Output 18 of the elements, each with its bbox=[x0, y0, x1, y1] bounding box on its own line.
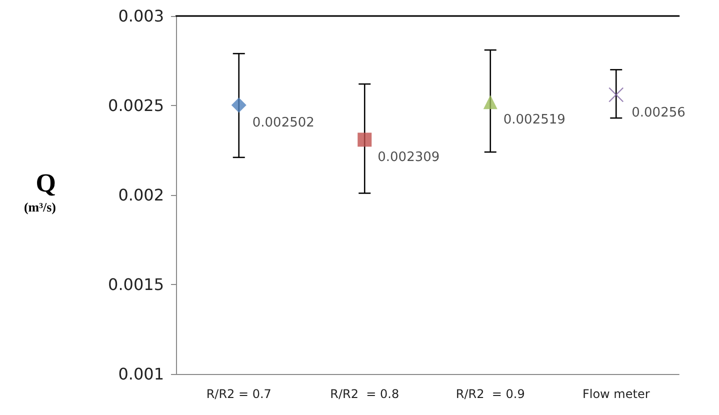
point bbox=[358, 132, 372, 147]
y-axis-title: Q (m³/s) bbox=[24, 168, 56, 214]
data-label: 0.002502 bbox=[252, 116, 314, 131]
y-tick-label: 0.0015 bbox=[108, 275, 164, 294]
y-tick-label: 0.001 bbox=[118, 364, 164, 384]
x-tick-label: R/R2 = 0.9 bbox=[456, 387, 525, 401]
x-tick-label: Flow meter bbox=[582, 387, 650, 401]
point bbox=[608, 87, 624, 102]
data-label: 0.002309 bbox=[378, 150, 440, 166]
x-tick-label: R/R2 = 0.8 bbox=[330, 387, 400, 401]
y-tick-label: 0.0025 bbox=[108, 96, 164, 115]
data-label: 0.002519 bbox=[503, 112, 566, 128]
y-tick-label: 0.002 bbox=[118, 186, 164, 204]
x-tick-label: R/R2 = 0.7 bbox=[206, 387, 272, 401]
point bbox=[483, 95, 498, 110]
y-tick-label: 0.003 bbox=[118, 6, 164, 26]
point bbox=[231, 98, 246, 113]
data-label: 0.00256 bbox=[632, 105, 686, 120]
